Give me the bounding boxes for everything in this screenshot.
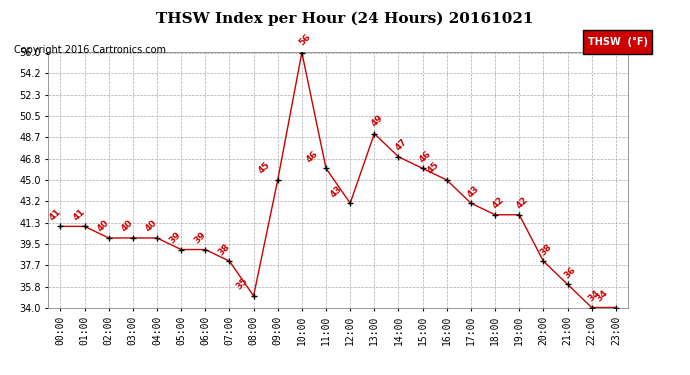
Text: 34: 34 xyxy=(594,288,609,303)
Text: 40: 40 xyxy=(144,219,159,234)
Text: 41: 41 xyxy=(47,207,63,222)
Text: 42: 42 xyxy=(514,195,530,211)
Text: 38: 38 xyxy=(539,242,554,257)
Text: 49: 49 xyxy=(369,113,385,128)
Text: THSW  (°F): THSW (°F) xyxy=(588,37,647,47)
Text: 43: 43 xyxy=(328,184,344,199)
Text: 41: 41 xyxy=(71,207,87,222)
Text: 43: 43 xyxy=(466,184,482,199)
Text: Copyright 2016 Cartronics.com: Copyright 2016 Cartronics.com xyxy=(14,45,166,55)
Text: 46: 46 xyxy=(417,149,433,164)
Text: 45: 45 xyxy=(425,160,440,176)
Text: 39: 39 xyxy=(192,230,208,245)
Text: 46: 46 xyxy=(304,149,319,164)
Text: 40: 40 xyxy=(95,219,110,234)
Text: 45: 45 xyxy=(256,160,271,176)
Text: 56: 56 xyxy=(297,32,313,47)
Text: 34: 34 xyxy=(586,288,602,303)
Text: 40: 40 xyxy=(119,219,135,234)
Text: 39: 39 xyxy=(168,230,184,245)
Text: 36: 36 xyxy=(563,265,578,280)
Text: 47: 47 xyxy=(393,137,409,153)
Text: 42: 42 xyxy=(490,195,506,211)
Text: 35: 35 xyxy=(235,276,250,292)
Text: 38: 38 xyxy=(216,242,231,257)
Text: THSW Index per Hour (24 Hours) 20161021: THSW Index per Hour (24 Hours) 20161021 xyxy=(156,11,534,26)
